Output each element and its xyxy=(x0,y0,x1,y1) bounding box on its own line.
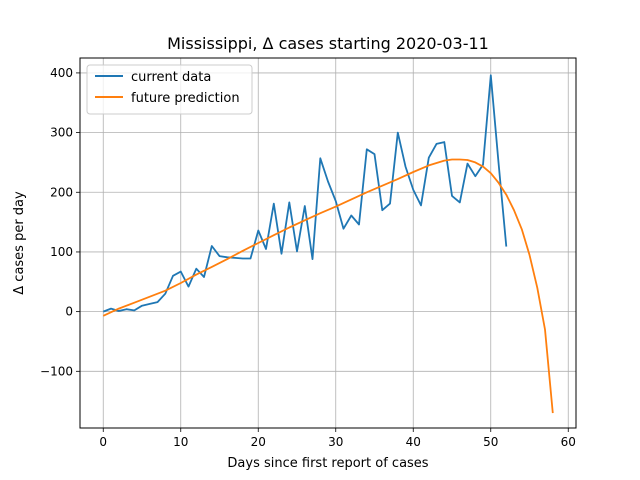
legend-box xyxy=(86,64,253,115)
legend-label-future-prediction: future prediction xyxy=(131,91,240,106)
series-line-future-prediction xyxy=(102,158,554,414)
y-tick-label: 100 xyxy=(50,245,73,259)
y-tick-label: 0 xyxy=(65,305,73,319)
y-tick-label: −100 xyxy=(40,364,73,378)
x-tick-label: 20 xyxy=(251,435,266,449)
x-tick-label: 40 xyxy=(406,435,421,449)
series-line-current-data xyxy=(102,74,508,313)
x-tick-label: 50 xyxy=(483,435,498,449)
x-tick-label: 10 xyxy=(173,435,188,449)
x-axis-label: Days since first report of cases xyxy=(227,456,428,471)
y-tick-label: 300 xyxy=(50,126,73,140)
chart-title: Mississippi, Δ cases starting 2020-03-11 xyxy=(167,34,489,53)
ticks: 0 10 20 30 40 50 60 −100 0 100 200 300 400 xyxy=(40,66,576,449)
y-tick-label: 200 xyxy=(50,185,73,199)
x-tick-label: 30 xyxy=(328,435,343,449)
x-tick-label: 0 xyxy=(99,435,107,449)
y-tick-label: 400 xyxy=(50,66,73,80)
legend-label-current-data: current data xyxy=(131,70,211,85)
y-axis-label: Δ cases per day xyxy=(12,191,27,295)
legend: current data future prediction xyxy=(86,64,253,115)
plot-frame xyxy=(79,57,577,429)
series-layer xyxy=(102,74,554,414)
x-tick-label: 60 xyxy=(561,435,576,449)
